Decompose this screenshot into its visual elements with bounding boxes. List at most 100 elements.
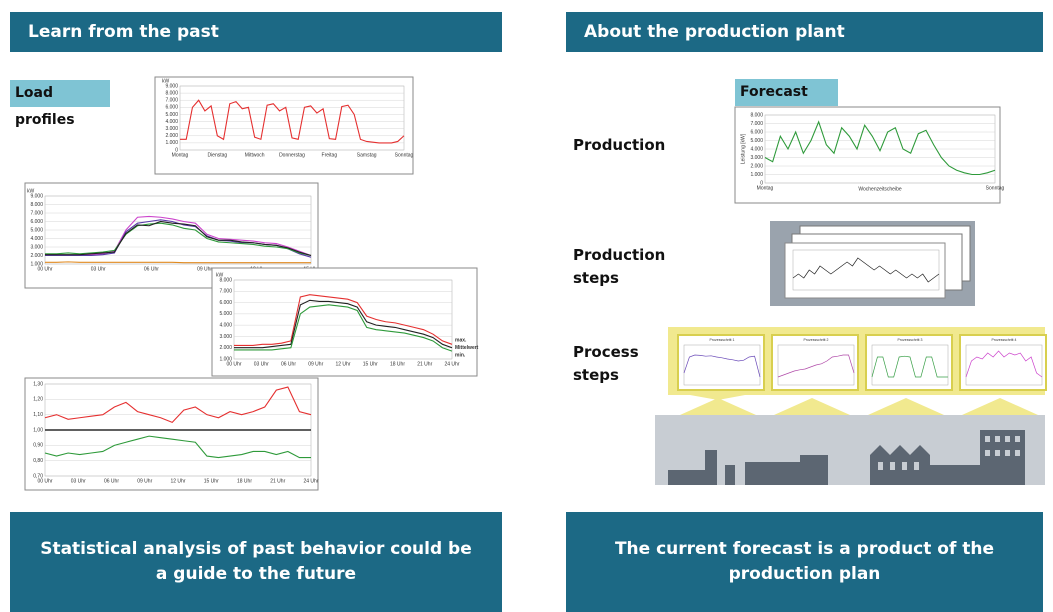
- windows: [878, 436, 1020, 470]
- y-tick-label: 1.000: [219, 356, 232, 362]
- y-tick-label: 8.000: [750, 112, 763, 118]
- label: Load profiles: [10, 80, 110, 128]
- x-tick-label: Mittwoch: [245, 152, 265, 158]
- y-tick-label: 6.000: [219, 300, 232, 306]
- legend-label: Mittelwert: [455, 345, 479, 351]
- series-line: [45, 261, 311, 264]
- y-tick-label: 8.000: [165, 90, 178, 96]
- x-tick-label: Dienstag: [207, 152, 227, 158]
- series-line: [764, 120, 996, 176]
- y-tick-label: 6.000: [750, 129, 763, 135]
- plot-area: [683, 344, 761, 386]
- y-tick-label: 4.000: [219, 322, 232, 328]
- y-tick-label: 1.000: [750, 172, 763, 178]
- legend-label: max.: [455, 338, 467, 344]
- chart-title: Prozessschritt 4: [992, 338, 1017, 342]
- y-tick-label: 3.000: [30, 244, 43, 250]
- y-tick-label: 4.000: [165, 119, 178, 125]
- y-tick-label: 6.000: [165, 105, 178, 111]
- y-tick-label: 0,70: [33, 473, 43, 479]
- y-tick-label: 2.000: [30, 253, 43, 259]
- x-tick-label: 09 Uhr: [197, 266, 212, 272]
- y-axis-label: kW: [27, 188, 35, 194]
- plot-area: [871, 344, 949, 386]
- x-tick-label: 09 Uhr: [308, 361, 323, 367]
- series-line: [777, 354, 855, 378]
- x-tick-label: 21 Uhr: [417, 361, 432, 367]
- y-tick-label: 3.000: [165, 126, 178, 132]
- series-line: [44, 386, 312, 423]
- y-tick-label: 8.000: [30, 202, 43, 208]
- x-tick-label: 00 Uhr: [37, 478, 52, 484]
- series-line: [683, 354, 761, 378]
- connector: [690, 395, 745, 400]
- caption: Statistical analysis of past behavior co…: [10, 512, 502, 612]
- series-line: [44, 435, 311, 459]
- x-tick-label: 24 Uhr: [303, 478, 318, 484]
- series-line: [965, 350, 1043, 378]
- y-tick-label: 0: [760, 180, 763, 186]
- y-tick-label: 7.000: [750, 121, 763, 127]
- y-tick-label: 3.000: [219, 334, 232, 340]
- plot-area: [179, 85, 405, 151]
- series-line: [180, 99, 405, 144]
- x-tick-label: Montag: [757, 185, 774, 191]
- y-tick-label: 1,00: [33, 427, 43, 433]
- y-axis-label: kW: [216, 272, 224, 278]
- x-tick-label: 06 Uhr: [104, 478, 119, 484]
- chart-title: Prozessschritt 3: [898, 338, 923, 342]
- x-tick-label: Sonntag: [395, 152, 414, 158]
- y-tick-label: 2.000: [219, 345, 232, 351]
- y-tick-label: 3.000: [750, 155, 763, 161]
- x-tick-label: 18 Uhr: [390, 361, 405, 367]
- x-tick-label: Montag: [172, 152, 189, 158]
- series-line: [45, 220, 312, 257]
- series-line: [45, 222, 312, 257]
- x-tick-label: 06 Uhr: [144, 266, 159, 272]
- connectors: [680, 398, 1038, 415]
- x-tick-label: Freitag: [322, 152, 338, 158]
- y-tick-label: 1.000: [30, 261, 43, 267]
- x-tick-label: 15 Uhr: [204, 478, 219, 484]
- y-tick-label: 4.000: [30, 236, 43, 242]
- x-tick-label: 03 Uhr: [91, 266, 106, 272]
- x-tick-label: 24 Uhr: [444, 361, 459, 367]
- y-axis-label: kW: [162, 78, 170, 84]
- x-tick-label: 00 Uhr: [226, 361, 241, 367]
- y-tick-label: 5.000: [30, 227, 43, 233]
- y-tick-label: 0,90: [33, 443, 43, 449]
- y-tick-label: 9.000: [30, 193, 43, 199]
- panel-title: Learn from the past: [10, 12, 502, 52]
- y-tick-label: 7.000: [219, 289, 232, 295]
- y-tick-label: 2.000: [165, 133, 178, 139]
- chart-title: Prozessschritt 2: [804, 338, 829, 342]
- x-tick-label: Sonntag: [986, 185, 1005, 191]
- y-tick-label: 9.000: [165, 83, 178, 89]
- y-tick-label: 2.000: [750, 163, 763, 169]
- y-tick-label: 5.000: [219, 311, 232, 317]
- y-tick-label: 0,80: [33, 458, 43, 464]
- legend-label: min.: [455, 352, 466, 358]
- y-tick-label: 6.000: [30, 219, 43, 225]
- y-tick-label: 4.000: [750, 146, 763, 152]
- y-axis-label: Leistung [kW]: [740, 133, 746, 164]
- y-tick-label: 5.000: [750, 138, 763, 144]
- y-tick-label: 1,30: [33, 381, 43, 387]
- x-tick-label: 09 Uhr: [137, 478, 152, 484]
- y-tick-label: 0: [175, 147, 178, 153]
- x-tick-label: 21 Uhr: [270, 478, 285, 484]
- caption: The current forecast is a product of the…: [566, 512, 1043, 612]
- series-line: [45, 215, 312, 257]
- row-label: Production: [573, 136, 666, 154]
- y-tick-label: 1,10: [33, 412, 43, 418]
- y-tick-label: 1.000: [165, 140, 178, 146]
- series-line: [234, 299, 453, 349]
- y-tick-label: 7.000: [165, 98, 178, 104]
- x-tick-label: 03 Uhr: [71, 478, 86, 484]
- row-label: Production steps: [573, 246, 666, 288]
- y-tick-label: 7.000: [30, 210, 43, 216]
- row-label: Process steps: [573, 343, 639, 385]
- plot-area: [965, 344, 1043, 386]
